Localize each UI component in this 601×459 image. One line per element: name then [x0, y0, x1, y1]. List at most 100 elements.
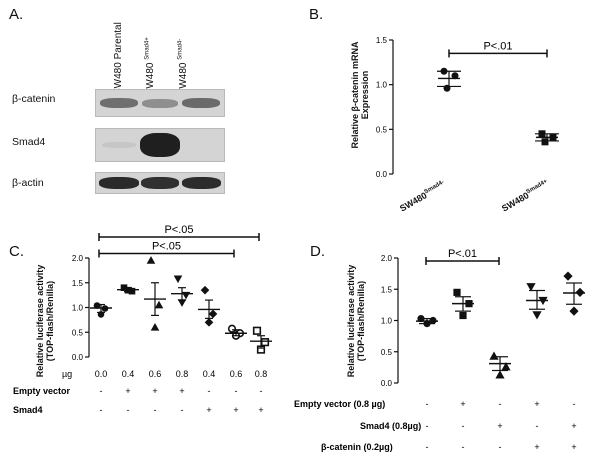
panel-d-y-tick-label: 0.0: [381, 379, 393, 388]
panel-c-table-row-label: Smad4: [13, 405, 43, 415]
data-point: [526, 283, 536, 292]
panel-b-p-value: P<.01: [483, 40, 512, 52]
data-point: [532, 311, 542, 320]
band: [141, 177, 179, 189]
data-point: [451, 72, 459, 80]
panel-d-table-cell: +: [571, 442, 576, 452]
band: [100, 98, 138, 108]
data-point: [177, 299, 187, 307]
panel-d-table-cell: +: [460, 399, 465, 409]
data-point: [541, 138, 549, 146]
panel-d-table-cell: -: [462, 442, 465, 452]
blot-label-beta-actin: β-actin: [12, 177, 44, 189]
data-point: [146, 256, 156, 264]
data-point: [453, 288, 461, 296]
panel-d-table-row-label: Empty vector (0.8 µg): [294, 399, 385, 409]
band: [182, 98, 220, 108]
panel-d-y-tick-label: 0.5: [381, 348, 393, 357]
panel-b-y-tick-label: 1.0: [376, 81, 388, 90]
panel-d-table-cell: -: [536, 421, 539, 431]
data-point: [459, 311, 467, 320]
panel-d-y-tick-label: 2.0: [381, 254, 393, 263]
band: [140, 133, 180, 157]
panel-c-p-value: P<.05: [164, 224, 193, 236]
panel-c-table-cell: 0.8: [255, 369, 268, 379]
panel-c-table-cell: 0.6: [230, 369, 243, 379]
panel-d-table-cell: -: [499, 399, 502, 409]
data-point: [569, 306, 579, 316]
blot-label-smad4: Smad4: [12, 136, 46, 148]
panel-c-y-tick-label: 1.5: [72, 279, 84, 288]
data-point: [260, 338, 270, 347]
panel-d-p-value: P<.01: [448, 248, 477, 260]
panel-c-table-cell: +: [233, 405, 238, 415]
panel-b-y-tick-label: 1.5: [376, 36, 388, 45]
data-point: [204, 318, 214, 327]
panel-d-y-tick-label: 1.0: [381, 317, 393, 326]
panel-d-letter: D.: [310, 243, 325, 260]
panel-c-table-cell: 0.0: [95, 369, 108, 379]
data-point: [93, 302, 101, 309]
data-point: [501, 362, 511, 371]
band: [182, 177, 221, 189]
panel-c-table-cell: +: [179, 386, 184, 396]
panel-d-table-cell: -: [426, 442, 429, 452]
panel-c-table-cell: -: [100, 405, 103, 415]
panel-d-table-cell: +: [497, 421, 502, 431]
data-point: [563, 271, 573, 281]
blot-label-beta-catenin: β-catenin: [12, 93, 56, 105]
panel-b-letter: B.: [309, 6, 324, 23]
panel-c-table-cell: -: [235, 386, 238, 396]
band: [102, 142, 136, 148]
panel-c-table-cell: 0.8: [176, 369, 189, 379]
panel-d-table-cell: +: [571, 421, 576, 431]
data-point: [150, 323, 160, 331]
blot-smad4: [95, 128, 225, 162]
data-point: [227, 324, 237, 333]
panel-d-table-row-label: β-catenin (0.2µg): [321, 442, 393, 452]
panel-d-table-cell: -: [426, 421, 429, 431]
band: [99, 177, 139, 189]
data-point: [252, 326, 262, 335]
panel-d-y-tick-label: 1.5: [381, 285, 393, 294]
blot-beta-catenin: [95, 89, 225, 117]
panel-c-table-cell: -: [127, 405, 130, 415]
panel-d-table-cell: +: [534, 399, 539, 409]
panel-c-table-cell: +: [125, 386, 130, 396]
panel-a-letter: A.: [9, 6, 24, 23]
blot-beta-actin: [95, 172, 225, 194]
panel-c-table-cell: -: [154, 405, 157, 415]
panel-d-table-cell: -: [499, 442, 502, 452]
panel-c-table-row-label: Empty vector: [13, 386, 71, 396]
panel-c-table-cell: +: [258, 405, 263, 415]
panel-b-y-tick-label: 0.0: [376, 170, 388, 179]
panel-b-y-tick-label: 0.5: [376, 125, 388, 134]
panel-c-y-tick-label: 0.5: [72, 328, 84, 337]
panel-d-table-cell: -: [573, 399, 576, 409]
panel-c-y-tick-label: 0.0: [72, 353, 84, 362]
panel-c-table-cell: -: [100, 386, 103, 396]
panel-d-table-cell: -: [462, 421, 465, 431]
panel-c-y-tick-label: 2.0: [72, 254, 84, 263]
panel-c-p-value: P<.05: [152, 240, 181, 252]
panel-c-table-cell: +: [152, 386, 157, 396]
panel-c-table-cell: -: [181, 405, 184, 415]
panel-c-y-tick-label: 1.0: [72, 304, 84, 313]
band: [142, 99, 178, 108]
panel-c-table-cell: 0.6: [149, 369, 162, 379]
panel-d-table-row-label: Smad4 (0.8µg): [360, 421, 421, 431]
panel-c-table-cell: -: [208, 386, 211, 396]
panel-d-table-cell: +: [534, 442, 539, 452]
data-point: [489, 351, 499, 360]
data-point: [495, 370, 505, 379]
data-point: [173, 275, 183, 284]
panel-d-table-cell: -: [426, 399, 429, 409]
panel-c-table-cell: 0.4: [203, 369, 216, 379]
panel-c-table-cell: +: [206, 405, 211, 415]
panel-c-table-cell: 0.4: [122, 369, 135, 379]
panel-c-letter: C.: [9, 243, 24, 260]
data-point: [200, 285, 210, 295]
